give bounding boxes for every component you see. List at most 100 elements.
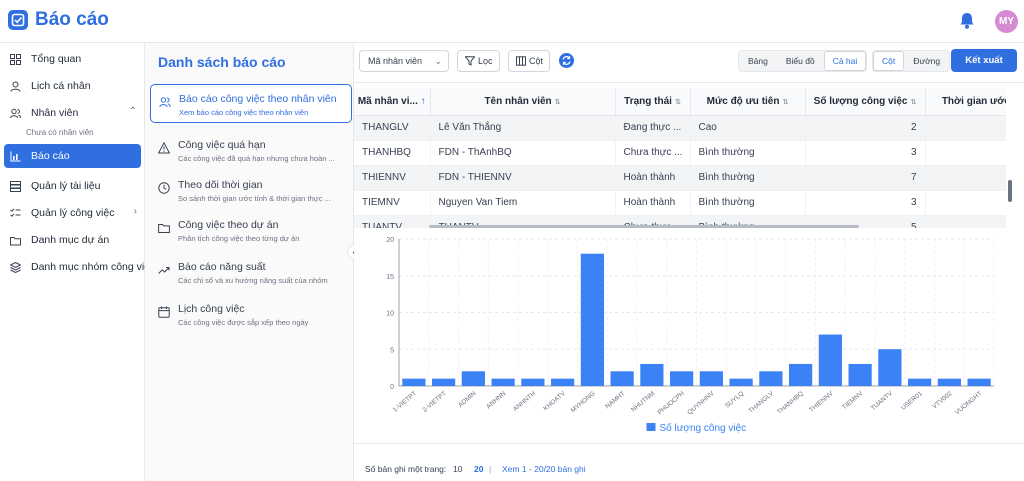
chevron-right-icon[interactable]: › <box>133 206 137 217</box>
column-header[interactable]: Thời gian ước tính ( <box>925 88 1006 116</box>
sidebar-item-projects[interactable]: Danh mục dự án <box>4 228 141 252</box>
table-cell: TUANTV <box>354 215 431 228</box>
x-tick-label: NHUTNM <box>630 390 656 413</box>
report-list-panel: Danh sách báo cáo Báo cáo công việc theo… <box>145 43 354 481</box>
report-item-time-tracking[interactable]: Theo dõi thời gian So sánh thời gian ước… <box>150 171 352 210</box>
chevron-up-icon[interactable]: ⌃ <box>128 106 137 117</box>
columns-button[interactable]: Cột <box>508 50 550 72</box>
report-item-overdue[interactable]: Công việc quá hạn Các công việc đã quá h… <box>150 131 352 170</box>
sidebar-item-label: Nhân viên <box>31 107 79 119</box>
table-cell: THANGLV <box>354 115 431 141</box>
x-tick-label: ADMIN <box>457 390 478 409</box>
view-mode-both[interactable]: Cả hai <box>823 51 867 71</box>
table-cell: 3 <box>805 190 926 216</box>
user-icon <box>10 81 21 92</box>
export-button[interactable]: Kết xuất <box>951 49 1017 72</box>
table-row[interactable]: THANHBQ FDN - ThAnhBQ Chưa thực ... Bình th… <box>354 140 1006 166</box>
bar-quynhnv <box>699 371 723 386</box>
table-cell: Chưa thực ... <box>615 140 691 166</box>
column-header[interactable]: Mã nhân vi... ↑ <box>354 88 431 116</box>
sidebar-item-documents[interactable]: Quản lý tài liệu <box>4 174 141 198</box>
refresh-button[interactable] <box>559 53 574 68</box>
table-cell: FDN - ThAnhBQ <box>430 140 616 166</box>
x-tick-label: THANHBQ <box>776 390 805 416</box>
chart-type-toggle[interactable]: Cột Đường <box>872 50 951 72</box>
sort-icon[interactable]: ⇅ <box>554 98 561 106</box>
table-cell: Đang thực ... <box>615 115 691 141</box>
sidebar-item-label: Báo cáo <box>31 150 70 162</box>
view-mode-chart[interactable]: Biểu đồ <box>785 56 815 66</box>
sidebar-item-employees[interactable]: Nhân viên ⌃ <box>4 101 141 125</box>
chart-type-bar[interactable]: Cột <box>873 51 905 71</box>
bell-icon[interactable] <box>958 11 976 33</box>
sort-icon[interactable]: ⇅ <box>782 98 789 106</box>
bar-anhnn <box>491 378 515 386</box>
table-row[interactable]: THIENNV FDN - THIENNV Hoàn thành Bình thườn… <box>354 165 1006 191</box>
database-icon <box>10 180 21 192</box>
table-row[interactable]: THANGLV Lê Văn Thắng Đang thực ... Cao 2 <box>354 115 1006 141</box>
table-cell: FDN - THIENNV <box>430 165 616 191</box>
table-cell: 7 <box>805 165 926 191</box>
x-tick-label: TUANTV <box>870 390 895 413</box>
clock-icon <box>158 182 170 194</box>
table-cell: 3 <box>805 140 926 166</box>
table-vertical-scrollbar[interactable] <box>1008 88 1014 228</box>
column-header[interactable]: Tên nhân viên ⇅ <box>430 88 616 116</box>
table-cell: THANHBQ <box>354 140 431 166</box>
report-content: Mã nhân viên ⌄ Lọc Cột Bảng Biểu đồ Cả h… <box>354 43 1024 481</box>
sidebar-item-label: Danh mục nhóm công việc <box>31 261 156 273</box>
sidebar-item-calendar[interactable]: Lịch cá nhân <box>4 74 141 98</box>
report-item-desc: Các chỉ số và xu hướng năng suất của nhó… <box>178 276 328 285</box>
report-item-by-employee[interactable]: Báo cáo công việc theo nhân viên Xem báo… <box>150 84 352 123</box>
x-tick-label: USER01 <box>900 390 924 412</box>
bar-myhong <box>580 253 604 386</box>
y-tick-label: 20 <box>386 237 394 244</box>
table-cell: Hoàn thành <box>615 165 691 191</box>
avatar[interactable]: MY <box>995 10 1018 33</box>
report-item-calendar[interactable]: Lịch công việc Các công việc được sắp xế… <box>150 295 352 334</box>
sidebar: Tổng quan Lịch cá nhân Nhân viên ⌃ Chưa … <box>0 43 155 481</box>
legend-swatch <box>646 423 656 431</box>
x-tick-label: THANGLV <box>748 390 776 415</box>
view-mode-toggle[interactable]: Bảng Biểu đồ Cả hai <box>738 50 868 72</box>
sidebar-item-reports[interactable]: Báo cáo <box>4 144 141 168</box>
sidebar-item-label: Quản lý tài liệu <box>31 180 101 192</box>
bar-thanhbq <box>789 363 813 386</box>
bar-nhutnm <box>640 363 664 386</box>
bar-tuantv <box>878 349 902 386</box>
page-size-option-10[interactable]: 10 <box>453 464 463 474</box>
sort-icon[interactable]: ⇅ <box>674 98 681 106</box>
report-item-title: Công việc quá hạn <box>178 139 266 151</box>
sort-up-icon[interactable]: ↑ <box>420 95 426 107</box>
sidebar-item-task-groups[interactable]: Danh mục nhóm công việc <box>4 255 155 279</box>
chart-type-line[interactable]: Đường <box>913 56 941 66</box>
layers-icon <box>10 261 21 273</box>
table-cell <box>925 190 1006 216</box>
y-tick-label: 15 <box>386 274 394 281</box>
table-cell <box>925 115 1006 141</box>
table-horizontal-scrollbar[interactable] <box>354 225 1006 228</box>
report-list-title: Danh sách báo cáo <box>158 54 286 70</box>
view-mode-table[interactable]: Bảng <box>748 56 768 66</box>
sort-icon[interactable]: ⇅ <box>910 98 917 106</box>
sidebar-item-label: Danh mục dự án <box>31 234 110 246</box>
column-header[interactable]: Trạng thái ⇅ <box>615 88 691 116</box>
y-tick-label: 5 <box>390 347 394 354</box>
table-cell: Nguyen Van Tiem <box>430 190 616 216</box>
bar-2-vietpt <box>432 378 456 386</box>
report-item-by-project[interactable]: Công việc theo dự án Phân tích công việc… <box>150 211 352 250</box>
report-item-desc: Xem báo cáo công việc theo nhân viên <box>179 108 309 117</box>
sidebar-item-tasks[interactable]: Quản lý công việc › <box>4 201 141 225</box>
column-header[interactable]: Mức độ ưu tiên ⇅ <box>690 88 806 116</box>
page-size-option-20[interactable]: 20 <box>474 464 484 474</box>
table-row[interactable]: TIEMNV Nguyen Van Tiem Hoàn thành Bình thườ… <box>354 190 1006 216</box>
group-by-select[interactable]: Mã nhân viên ⌄ <box>359 50 449 72</box>
column-header[interactable]: Số lượng công việc ⇅ <box>805 88 926 116</box>
filter-button[interactable]: Lọc <box>457 50 500 72</box>
report-item-productivity[interactable]: Báo cáo năng suất Các chỉ số và xu hướng… <box>150 253 352 292</box>
sidebar-item-overview[interactable]: Tổng quan <box>4 47 141 71</box>
x-tick-label: MYHONG <box>570 390 597 414</box>
report-item-desc: Phân tích công việc theo từng dự án <box>178 234 300 243</box>
table-cell: Hoàn thành <box>615 190 691 216</box>
users-icon <box>10 108 21 118</box>
